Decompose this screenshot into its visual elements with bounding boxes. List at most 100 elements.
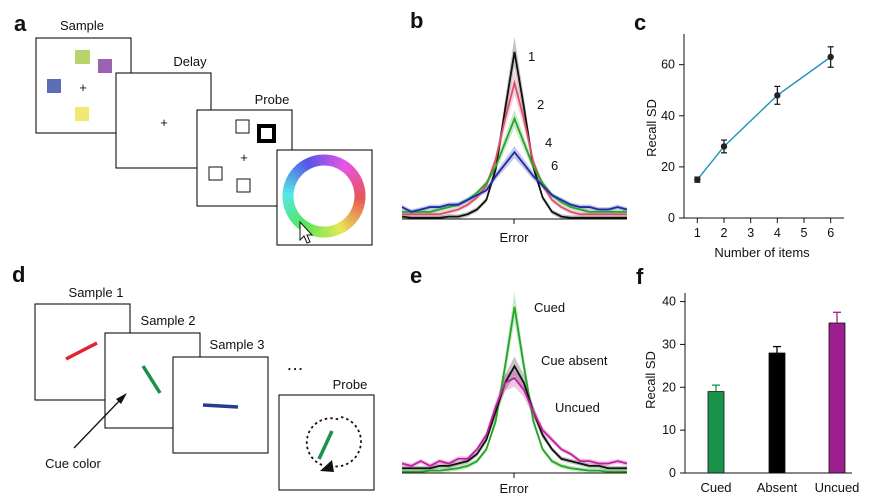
color-wheel-segment [333, 156, 342, 169]
probe-square [208, 166, 223, 181]
probe-bar [317, 430, 334, 460]
c-y-label: Recall SD [644, 99, 659, 157]
color-wheel-segment [352, 202, 365, 210]
color-wheel-segment [329, 224, 337, 237]
color-wheel-segment [284, 204, 297, 213]
b-series-label-4: 4 [545, 135, 552, 150]
color-wheel-segment [346, 168, 358, 179]
f-y-tick-label: 0 [669, 466, 676, 480]
plot-b [401, 36, 628, 219]
color-wheel-segment [306, 223, 315, 236]
f-y-tick-label: 30 [662, 337, 676, 351]
panel-a-label: a [14, 11, 27, 36]
color-wheel-segment [336, 158, 346, 170]
color-wheel-segment [348, 211, 360, 221]
c-x-tick-label: 6 [827, 226, 834, 240]
series-line [402, 306, 627, 473]
panel-e: e Error Cued Cue absent Uncued [401, 263, 628, 496]
series-line [402, 364, 627, 470]
f-y-tick-label: 10 [662, 423, 676, 437]
e-series-label-absent: Cue absent [541, 353, 608, 368]
sample-square-blue [47, 79, 61, 93]
color-wheel-segment [310, 224, 318, 237]
panel-f-label: f [636, 264, 644, 289]
color-wheel-segment [348, 171, 361, 182]
color-wheel-segment [330, 155, 338, 168]
panel-f: f 0 10 20 30 40 Cued Absent Uncued Recall SD [636, 264, 859, 495]
b-series-label-2: 2 [537, 97, 544, 112]
f-bar [768, 352, 786, 474]
color-wheel-segment [350, 208, 362, 218]
series-line [401, 376, 628, 467]
color-wheel-segment [296, 162, 307, 174]
sample-title: Sample [60, 18, 104, 33]
probe-frame-d [278, 394, 375, 491]
color-wheel-segment [343, 216, 355, 228]
color-wheel-segment [292, 215, 304, 227]
series-band [402, 36, 627, 219]
probe-arc [330, 416, 362, 468]
plot-e [401, 291, 628, 473]
e-x-label: Error [500, 481, 530, 496]
probe-frame [196, 109, 293, 207]
color-wheel-segment [299, 159, 310, 172]
series-band [402, 369, 627, 469]
delay-title: Delay [173, 54, 207, 69]
sample2-title: Sample 2 [141, 313, 196, 328]
c-y-tick-label: 60 [661, 58, 675, 72]
b-series-label-6: 6 [551, 158, 558, 173]
probe-title: Probe [255, 92, 290, 107]
f-bar [707, 391, 725, 474]
color-wheel-segment [350, 175, 363, 185]
color-wheel-segment [346, 213, 358, 225]
color-wheel-segment [335, 222, 345, 235]
f-category-label: Absent [757, 480, 798, 495]
panel-d: d Sample 1 Sample 2 Sample 3 ... Probe C… [12, 262, 375, 491]
color-wheel-segment [286, 174, 298, 184]
color-wheel-segment [344, 165, 356, 177]
c-y-tick-label: 40 [661, 109, 675, 123]
f-y-label: Recall SD [643, 351, 658, 409]
series-band [402, 70, 627, 217]
delay-fixation: + [160, 115, 168, 130]
panel-a: a Sample + Delay + Probe + [14, 11, 373, 246]
series-band [402, 109, 627, 215]
c-y-tick-label: 20 [661, 160, 675, 174]
plot-f: 0 10 20 30 40 Cued Absent Uncued [662, 293, 859, 495]
color-wheel-segment [327, 154, 334, 167]
e-series-label-uncued: Uncued [555, 400, 600, 415]
color-wheel-segment [303, 157, 313, 170]
probe-arrowhead-icon [320, 460, 334, 472]
probe-fixation: + [240, 150, 248, 165]
sample3-title: Sample 3 [210, 337, 265, 352]
c-x-tick-label: 3 [747, 226, 754, 240]
color-wheel-segment [351, 205, 364, 214]
panel-c-label: c [634, 10, 646, 35]
color-wheel-segment [307, 156, 316, 169]
f-category-label: Cued [700, 480, 731, 495]
panel-b-label: b [410, 8, 423, 33]
panel-b: b Error 1 2 4 6 [401, 8, 628, 245]
color-wheel-segment [315, 154, 322, 167]
color-wheel-segment [290, 213, 302, 224]
color-wheel-segment [338, 220, 349, 233]
panel-e-label: e [410, 263, 422, 288]
delay-frame [115, 72, 212, 169]
sample1-bar [65, 341, 98, 361]
c-x-tick-label: 5 [801, 226, 808, 240]
sample2-bar [141, 365, 162, 394]
color-wheel-segment [283, 182, 296, 190]
c-x-tick-label: 2 [721, 226, 728, 240]
color-wheel-segment [283, 201, 296, 209]
color-wheel-segment [290, 167, 302, 179]
color-wheel-segment [353, 199, 366, 206]
panel-d-label: d [12, 262, 25, 287]
series-band [402, 146, 627, 215]
cue-arrow-line [73, 396, 124, 449]
c-line [696, 56, 832, 181]
sample-fixation: + [79, 80, 87, 95]
c-point [720, 143, 728, 150]
